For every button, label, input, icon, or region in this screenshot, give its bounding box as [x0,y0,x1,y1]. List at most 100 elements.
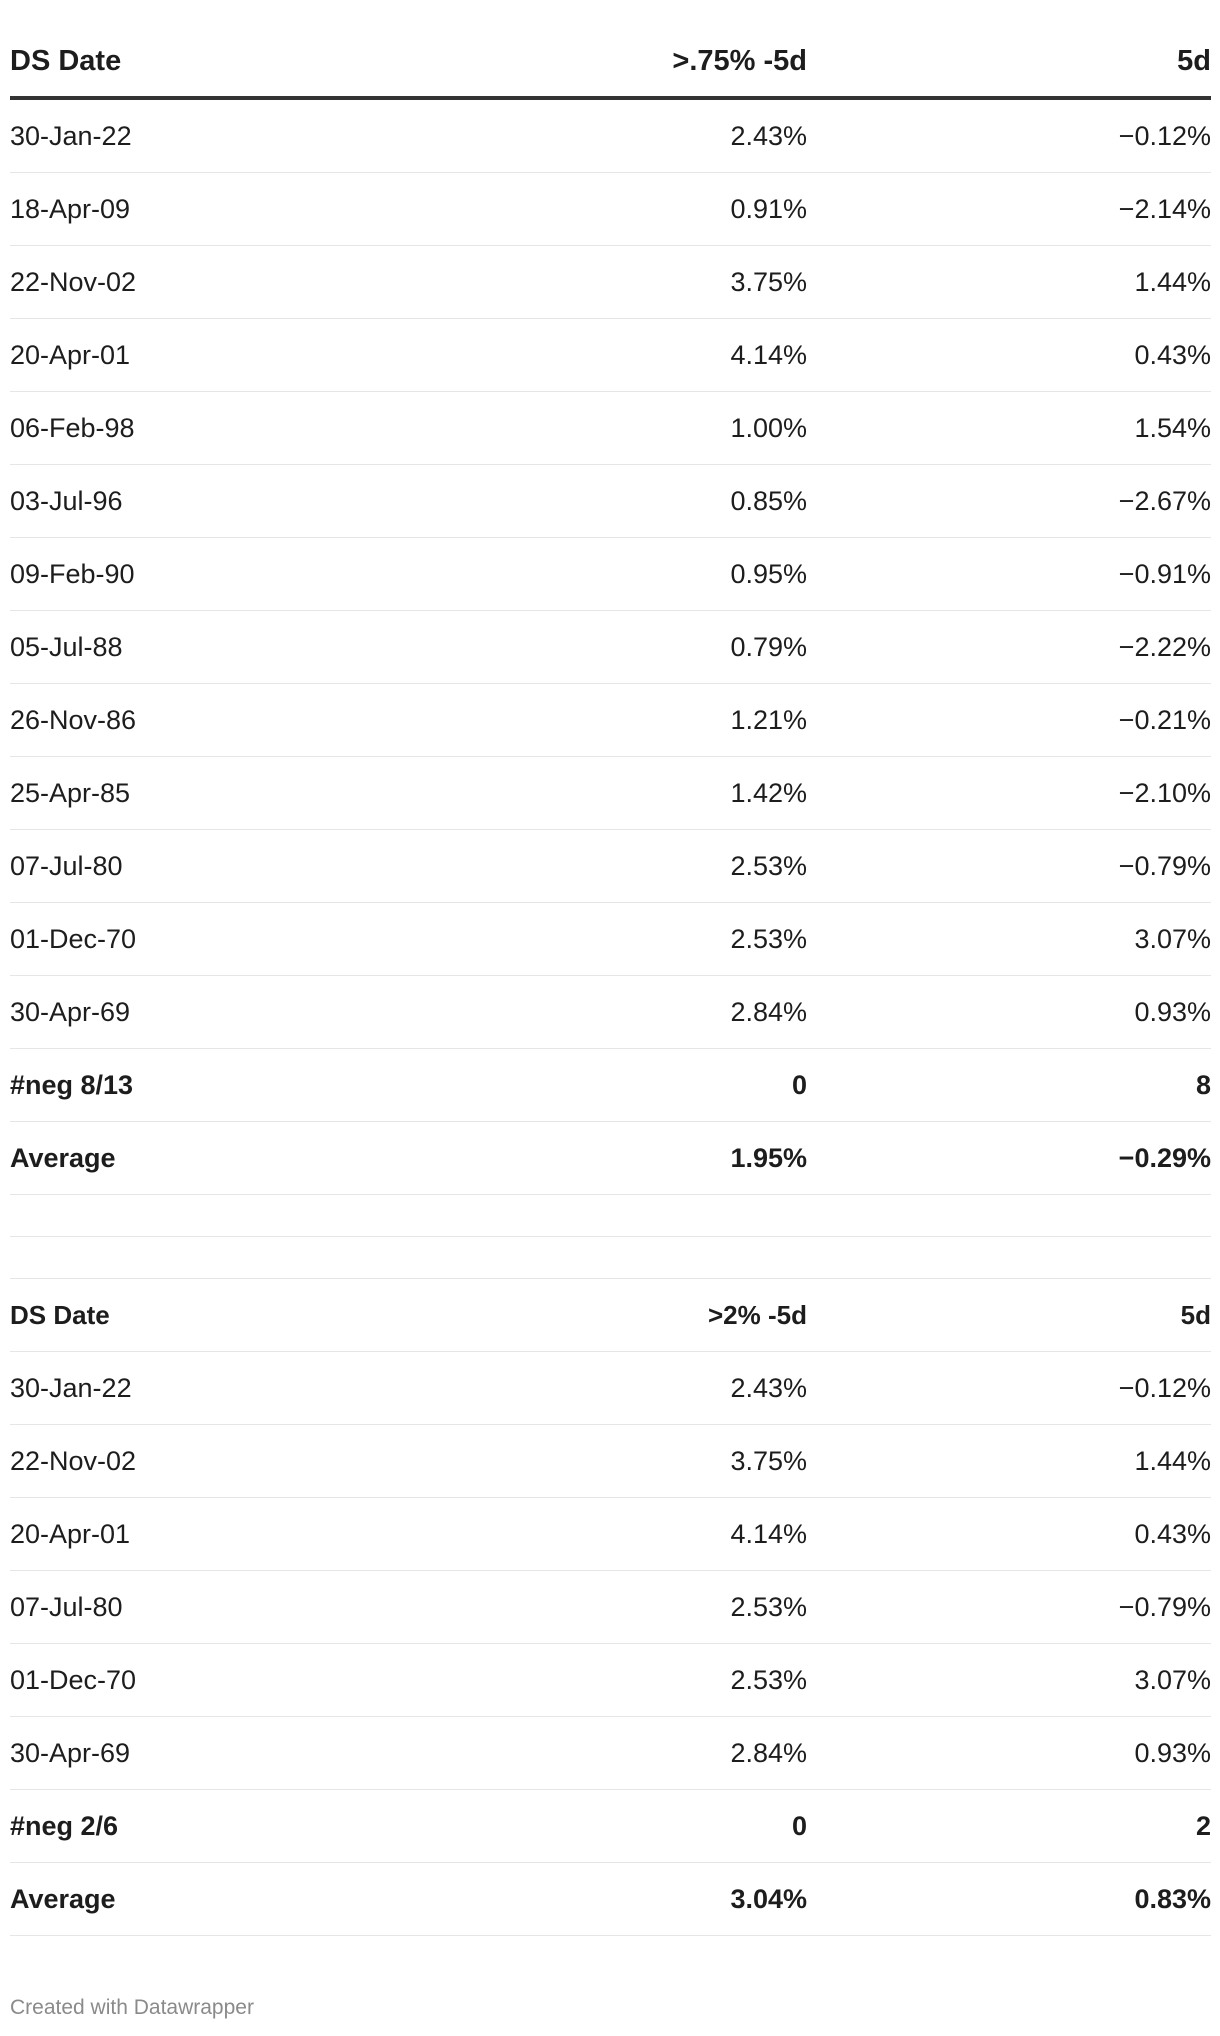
table-cell: 1.00% [730,412,807,443]
table-cell: −0.12% [1118,1372,1211,1403]
table-cell: 2.84% [730,996,807,1027]
footer-credit: Created with Datawrapper [10,1996,254,2019]
table-cell: 30-Apr-69 [10,1737,131,1768]
table-cell: −0.21% [1118,704,1211,735]
table-cell: 3.07% [1134,1664,1211,1695]
table-cell: −0.91% [1118,558,1211,589]
table-cell: −2.22% [1118,631,1211,662]
table-cell: 0.43% [1134,339,1211,370]
table-row: 06-Feb-98 1.00% 1.54% [10,392,1211,465]
table-cell: >2% -5d [708,1299,807,1330]
table-cell: 2.53% [730,1664,807,1695]
table-cell: 30-Jan-22 [10,1372,132,1403]
table-row: 07-Jul-80 2.53% −0.79% [10,1571,1211,1644]
table-cell: 5d [1180,1299,1211,1330]
table-row: 30-Jan-22 2.43% −0.12% [10,100,1211,173]
table-cell: 2 [1195,1810,1211,1841]
table-cell: 22-Nov-02 [10,1445,137,1476]
table-cell: −2.10% [1118,777,1211,808]
table-cell: 07-Jul-80 [10,850,123,881]
table-cell: DS Date [10,1299,110,1330]
table-cell: 4.14% [730,339,807,370]
table-cell: 3.07% [1134,923,1211,954]
table-cell: 1.44% [1134,1445,1211,1476]
table-cell: 0.85% [730,485,807,516]
table-cell: 4.14% [730,1518,807,1549]
table-cell: DS Date [10,45,122,77]
summary-row: Average 3.04% 0.83% [10,1863,1211,1936]
table-cell: 2.53% [730,1591,807,1622]
table-cell: 09-Feb-90 [10,558,135,589]
table-cell: 20-Apr-01 [10,1518,131,1549]
table-cell: 0 [791,1069,807,1100]
table-cell: 0.93% [1134,1737,1211,1768]
table-cell: 3.75% [730,1445,807,1476]
table-cell: 0 [791,1810,807,1841]
table-cell: −0.12% [1118,120,1211,151]
table-cell: 5d [1177,45,1211,77]
table-row: 09-Feb-90 0.95% −0.91% [10,538,1211,611]
table-cell: 22-Nov-02 [10,266,137,297]
table-cell: 1.95% [730,1142,807,1173]
table-cell: 06-Feb-98 [10,412,135,443]
table-cell: 2.43% [730,120,807,151]
table-row: 05-Jul-88 0.79% −2.22% [10,611,1211,684]
data-table: DS Date >.75% -5d 5d 30-Jan-22 2.43% −0.12% 18… [10,27,1211,1936]
table-cell: −0.79% [1118,1591,1211,1622]
table-cell: −0.29% [1118,1142,1211,1173]
table-cell: −2.67% [1118,485,1211,516]
table-cell: 07-Jul-80 [10,1591,123,1622]
table-cell: 1.42% [730,777,807,808]
table-cell: 25-Apr-85 [10,777,131,808]
table-cell: 2.84% [730,1737,807,1768]
table-cell: −2.14% [1118,193,1211,224]
table-row: 25-Apr-85 1.42% −2.10% [10,757,1211,830]
table-row: 30-Apr-69 2.84% 0.93% [10,976,1211,1049]
table-cell: 3.04% [730,1883,807,1914]
table-cell: 0.79% [730,631,807,662]
table-cell: 2.53% [730,850,807,881]
table-cell: 26-Nov-86 [10,704,137,735]
summary-row: #neg 8/13 0 8 [10,1049,1211,1122]
table-cell: 18-Apr-09 [10,193,131,224]
table-cell: 1.21% [730,704,807,735]
summary-row: Average 1.95% −0.29% [10,1122,1211,1195]
table-row: 03-Jul-96 0.85% −2.67% [10,465,1211,538]
table-cell: 0.95% [730,558,807,589]
table-cell: 0.91% [730,193,807,224]
table-cell: 1.54% [1134,412,1211,443]
table-row: 30-Jan-22 2.43% −0.12% [10,1352,1211,1425]
table-row: 26-Nov-86 1.21% −0.21% [10,684,1211,757]
table-cell: 20-Apr-01 [10,339,131,370]
table-row: 18-Apr-09 0.91% −2.14% [10,173,1211,246]
table-header-row: DS Date >2% -5d 5d [10,1279,1211,1352]
table-cell: 30-Jan-22 [10,120,132,151]
table-row: 20-Apr-01 4.14% 0.43% [10,1498,1211,1571]
table-row: 01-Dec-70 2.53% 3.07% [10,903,1211,976]
table-cell: 0.43% [1134,1518,1211,1549]
table-cell: 01-Dec-70 [10,923,137,954]
table-cell: 01-Dec-70 [10,1664,137,1695]
table-row: 07-Jul-80 2.53% −0.79% [10,830,1211,903]
table-cell: #neg 2/6 [10,1810,119,1841]
table-row: 20-Apr-01 4.14% 0.43% [10,319,1211,392]
table-cell: 2.43% [730,1372,807,1403]
table-cell: 3.75% [730,266,807,297]
table-cell: 1.44% [1134,266,1211,297]
spacer-row [10,1195,1211,1237]
table-cell: 0.93% [1134,996,1211,1027]
table-cell: 2.53% [730,923,807,954]
table-row: 22-Nov-02 3.75% 1.44% [10,1425,1211,1498]
table-row: 30-Apr-69 2.84% 0.93% [10,1717,1211,1790]
table-row: 22-Nov-02 3.75% 1.44% [10,246,1211,319]
table-cell: −0.79% [1118,850,1211,881]
table-cell: 30-Apr-69 [10,996,131,1027]
summary-row: #neg 2/6 0 2 [10,1790,1211,1863]
table-cell: 03-Jul-96 [10,485,123,516]
table-cell: #neg 8/13 [10,1069,134,1100]
table-cell: 8 [1195,1069,1211,1100]
table-cell: Average [10,1142,116,1173]
table-cell: 05-Jul-88 [10,631,123,662]
table-cell: >.75% -5d [672,45,807,77]
table-cell: 0.83% [1134,1883,1211,1914]
